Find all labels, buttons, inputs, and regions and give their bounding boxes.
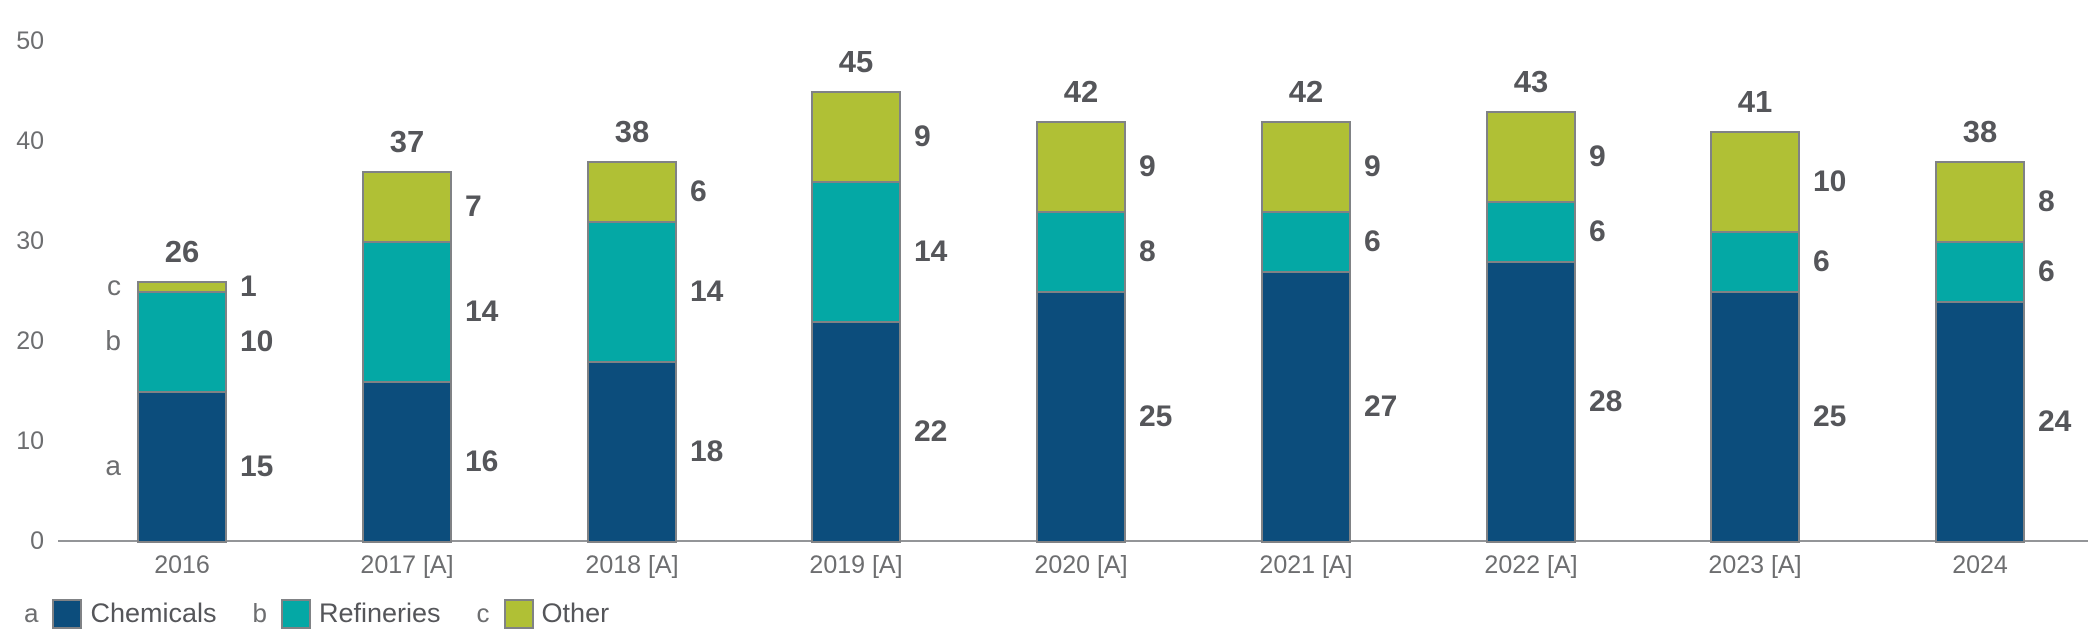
bar-segment-refineries	[811, 181, 901, 323]
segment-letter-label: a	[105, 450, 121, 481]
y-axis-tick-label: 50	[16, 27, 44, 55]
bar-segment-other	[1486, 111, 1576, 203]
segment-value-label: 22	[914, 415, 948, 448]
segment-value-label: 14	[690, 275, 724, 308]
bar-segment-other	[1036, 121, 1126, 213]
bar-segment-refineries	[1935, 241, 2025, 303]
legend-swatch	[503, 598, 534, 629]
legend-letter: b	[252, 598, 267, 628]
bar-segment-refineries	[1261, 211, 1351, 273]
bar-segment-refineries	[1710, 231, 1800, 293]
bar-segment-refineries	[137, 291, 227, 393]
bar-total-label: 43	[1513, 64, 1549, 99]
y-axis-tick-label: 40	[16, 127, 44, 155]
bar-segment-refineries	[587, 221, 677, 363]
segment-value-label: 10	[240, 325, 274, 358]
segment-value-label: 9	[1589, 140, 1606, 173]
bar-segment-chemicals	[1935, 301, 2025, 543]
bar-segment-refineries	[1036, 211, 1126, 293]
bar-segment-chemicals	[362, 381, 452, 543]
bar-segment-other	[1710, 131, 1800, 233]
segment-letter-label: c	[107, 270, 121, 301]
segment-value-label: 8	[2038, 185, 2055, 218]
bar-segment-other	[137, 281, 227, 293]
x-axis-category-label: 2019 [A]	[809, 551, 903, 579]
x-axis-category-label: 2021 [A]	[1259, 551, 1353, 579]
segment-value-label: 6	[1813, 245, 1830, 278]
segment-value-label: 7	[465, 190, 482, 223]
segment-value-label: 27	[1364, 390, 1398, 423]
bar-segment-other	[1261, 121, 1351, 213]
x-axis-category-label: 2018 [A]	[585, 551, 679, 579]
segment-value-label: 9	[1364, 150, 1381, 183]
bar-total-label: 26	[164, 234, 200, 269]
x-axis-category-label: 2020 [A]	[1034, 551, 1128, 579]
legend-swatch	[280, 598, 311, 629]
legend-item: c Other	[476, 598, 610, 629]
bar-segment-chemicals	[137, 391, 227, 543]
bar-total-label: 42	[1063, 74, 1099, 109]
x-axis-category-label: 2024	[1952, 551, 2008, 579]
bar-total-label: 37	[389, 124, 425, 159]
bar-segment-chemicals	[1486, 261, 1576, 543]
bar-total-label: 38	[1962, 114, 1998, 149]
bar-segment-other	[362, 171, 452, 243]
legend-letter: a	[24, 598, 39, 628]
segment-value-label: 14	[465, 295, 499, 328]
x-axis-category-label: 2022 [A]	[1484, 551, 1578, 579]
y-axis-tick-label: 20	[16, 327, 44, 355]
x-axis-category-label: 2017 [A]	[360, 551, 454, 579]
segment-value-label: 6	[2038, 255, 2055, 288]
segment-value-label: 6	[690, 175, 707, 208]
y-axis-tick-label: 0	[30, 527, 44, 555]
bar-segment-refineries	[362, 241, 452, 383]
segment-value-label: 25	[1813, 400, 1847, 433]
x-axis-category-label: 2023 [A]	[1708, 551, 1802, 579]
segment-value-label: 24	[2038, 405, 2072, 438]
segment-letter-label: b	[105, 325, 121, 356]
segment-value-label: 6	[1589, 215, 1606, 248]
bar-segment-chemicals	[587, 361, 677, 543]
segment-value-label: 8	[1139, 235, 1156, 268]
segment-value-label: 16	[465, 445, 499, 478]
legend: a Chemicals b Refineries c Other	[24, 598, 609, 629]
bar-segment-chemicals	[1710, 291, 1800, 543]
legend-label: Chemicals	[90, 598, 217, 628]
segment-value-label: 15	[240, 450, 274, 483]
bar-segment-chemicals	[1261, 271, 1351, 543]
y-axis-tick-label: 10	[16, 427, 44, 455]
segment-value-label: 6	[1364, 225, 1381, 258]
bar-segment-other	[811, 91, 901, 183]
bar-segment-other	[1935, 161, 2025, 243]
segment-value-label: 9	[1139, 150, 1156, 183]
bar-segment-other	[587, 161, 677, 223]
segment-value-label: 28	[1589, 385, 1623, 418]
bar-total-label: 45	[838, 44, 874, 79]
legend-item: a Chemicals	[24, 598, 217, 629]
legend-label: Other	[541, 598, 610, 628]
bar-segment-refineries	[1486, 201, 1576, 263]
bar-total-label: 38	[614, 114, 650, 149]
legend-swatch	[52, 598, 83, 629]
bar-segment-chemicals	[1036, 291, 1126, 543]
segment-value-label: 1	[240, 270, 257, 303]
legend-item: b Refineries	[253, 598, 441, 629]
bar-total-label: 42	[1288, 74, 1324, 109]
x-axis-category-label: 2016	[154, 551, 210, 579]
segment-value-label: 10	[1813, 165, 1847, 198]
segment-value-label: 25	[1139, 400, 1173, 433]
bar-segment-chemicals	[811, 321, 901, 543]
bar-total-label: 41	[1737, 84, 1773, 119]
segment-value-label: 18	[690, 435, 724, 468]
y-axis-tick-label: 30	[16, 227, 44, 255]
segment-value-label: 9	[914, 120, 931, 153]
segment-value-label: 14	[914, 235, 948, 268]
legend-label: Refineries	[318, 598, 441, 628]
legend-letter: c	[476, 598, 490, 628]
